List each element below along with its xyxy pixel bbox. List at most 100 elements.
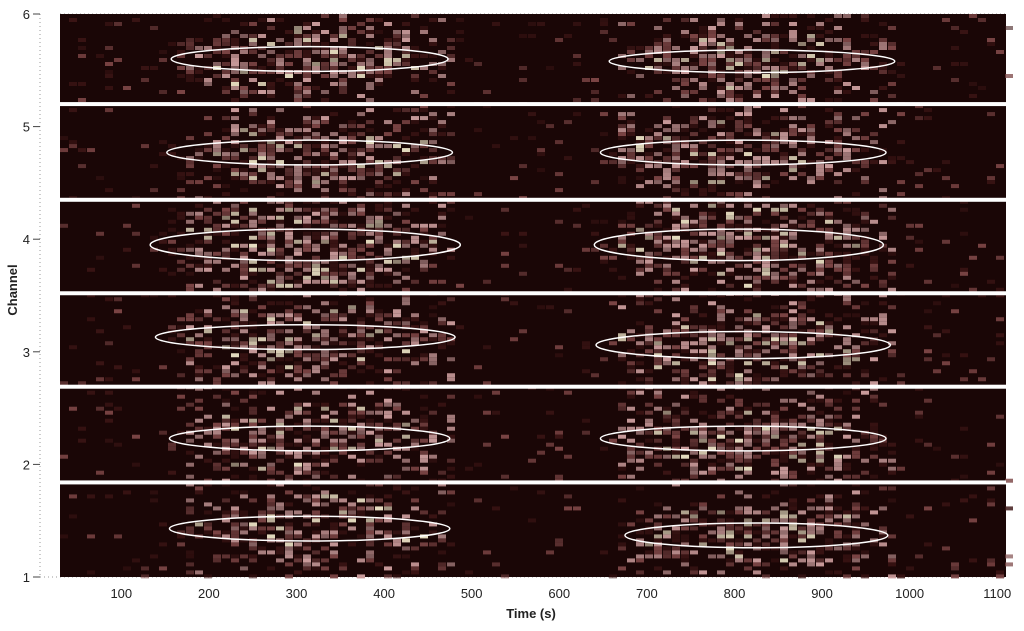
heatmap-cell [348, 406, 356, 411]
heatmap-cell [357, 176, 365, 181]
heatmap-cell [510, 486, 518, 491]
x-tick-label: 700 [636, 586, 658, 601]
heatmap-cell [591, 247, 599, 252]
heatmap-cell [807, 353, 815, 358]
heatmap-cell [258, 287, 266, 292]
heatmap-cell [672, 148, 680, 153]
heatmap-cell [573, 62, 581, 66]
heatmap-cell [231, 263, 239, 268]
heatmap-cell [807, 132, 815, 137]
heatmap-cell [321, 231, 329, 236]
heatmap-cell [267, 168, 275, 173]
heatmap-cell [807, 518, 815, 523]
heatmap-cell [879, 22, 887, 26]
heatmap-cell [393, 259, 401, 264]
heatmap-cell [222, 239, 230, 244]
heatmap-cell [708, 78, 716, 82]
heatmap-cell [366, 34, 374, 38]
heatmap-cell [276, 66, 284, 70]
heatmap-cell [564, 494, 572, 499]
heatmap-cell [240, 365, 248, 370]
heatmap-cell [258, 510, 266, 515]
heatmap-cell [888, 160, 896, 165]
heatmap-cell [312, 231, 320, 236]
heatmap-cell [825, 231, 833, 236]
heatmap-cell [753, 454, 761, 459]
heatmap-cell [699, 353, 707, 358]
heatmap-cell [852, 192, 860, 197]
heatmap-cell [690, 18, 698, 22]
heatmap-cell [663, 160, 671, 165]
heatmap-cell [267, 406, 275, 411]
heatmap-cell [348, 434, 356, 439]
heatmap-cell [708, 301, 716, 306]
heatmap-cell [330, 231, 338, 236]
heatmap-cell [321, 164, 329, 169]
heatmap-cell [897, 574, 905, 579]
heatmap-cell [249, 341, 257, 346]
heatmap-cell [258, 128, 266, 133]
heatmap-cell [393, 38, 401, 42]
heatmap-cell [258, 546, 266, 551]
heatmap-cell [420, 329, 428, 334]
heatmap-cell [807, 317, 815, 322]
heatmap-cell [249, 297, 257, 302]
heatmap-cell [753, 176, 761, 181]
heatmap-cell [771, 365, 779, 370]
heatmap-cell [366, 108, 374, 113]
heatmap-cell [474, 462, 482, 467]
heatmap-cell [834, 530, 842, 535]
heatmap-cell [726, 42, 734, 46]
heatmap-cell [582, 369, 590, 374]
heatmap-cell [258, 450, 266, 455]
heatmap-cell [294, 450, 302, 455]
heatmap-cell [204, 46, 212, 50]
heatmap-cell [645, 329, 653, 334]
heatmap-cell [375, 426, 383, 431]
heatmap-cell [798, 42, 806, 46]
heatmap-cell [339, 124, 347, 129]
heatmap-cell [384, 50, 392, 54]
heatmap-cell [672, 546, 680, 551]
heatmap-cell [816, 26, 824, 30]
heatmap-cell [258, 526, 266, 531]
heatmap-cell [429, 381, 437, 386]
heatmap-cell [789, 514, 797, 519]
heatmap-cell [645, 518, 653, 523]
heatmap-cell [717, 34, 725, 38]
heatmap-cell [618, 434, 626, 439]
heatmap-cell [573, 267, 581, 272]
heatmap-cell [843, 373, 851, 378]
heatmap-cell [222, 38, 230, 42]
heatmap-cell [348, 38, 356, 42]
heatmap-cell [384, 38, 392, 42]
heatmap-cell [366, 418, 374, 423]
heatmap-cell [303, 522, 311, 527]
heatmap-cell [600, 112, 608, 117]
heatmap-cell [330, 534, 338, 539]
heatmap-cell [627, 329, 635, 334]
heatmap-cell [339, 325, 347, 330]
heatmap-cell [384, 442, 392, 447]
heatmap-cell [690, 247, 698, 252]
heatmap-cell [717, 120, 725, 125]
heatmap-cell [744, 297, 752, 302]
heatmap-cell [348, 66, 356, 70]
heatmap-cell [654, 554, 662, 559]
heatmap-cell [753, 522, 761, 527]
heatmap-cell [357, 506, 365, 511]
heatmap-cell [735, 112, 743, 117]
heatmap-cell [285, 263, 293, 268]
heatmap-cell [294, 239, 302, 244]
heatmap-cell [285, 207, 293, 212]
heatmap-cell [303, 132, 311, 137]
heatmap-cell [249, 247, 257, 252]
heatmap-cell [366, 58, 374, 62]
heatmap-cell [789, 30, 797, 34]
heatmap-cell [573, 506, 581, 511]
heatmap-cell [888, 329, 896, 334]
heatmap-cell [366, 156, 374, 161]
heatmap-cell [267, 26, 275, 30]
heatmap-cell [195, 156, 203, 161]
heatmap-cell [258, 518, 266, 523]
